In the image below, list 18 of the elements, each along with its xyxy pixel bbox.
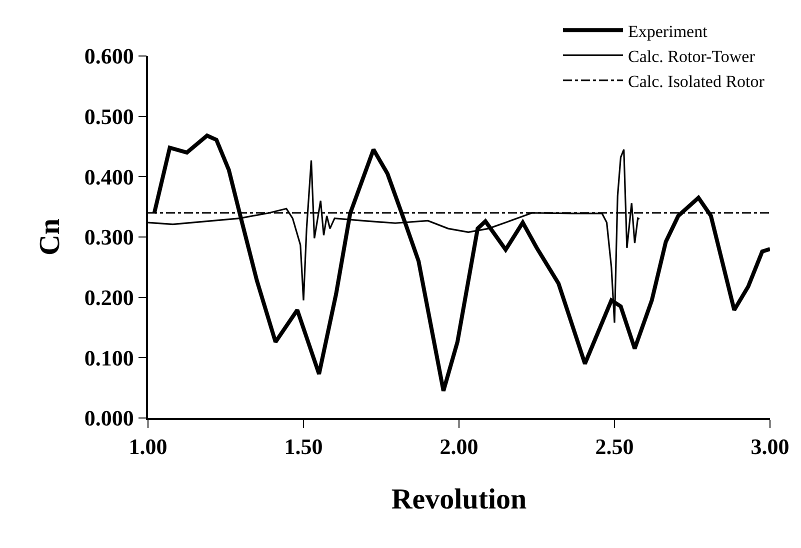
y-tick-label: 0.400 — [84, 164, 134, 190]
line-series — [152, 134, 770, 393]
x-tick-label: 3.00 — [750, 434, 790, 460]
y-tick-label: 0.000 — [84, 406, 134, 431]
x-tick-label: 2.00 — [440, 434, 478, 460]
x-axis-title: Revolution — [391, 483, 527, 516]
y-tick-label: 0.100 — [84, 345, 134, 370]
legend-label: Calc. Rotor-Tower — [628, 46, 756, 66]
y-tick-label: 0.500 — [84, 104, 134, 130]
x-tick-label: 1.00 — [128, 434, 168, 460]
legend-label: Calc. Isolated Rotor — [628, 72, 765, 91]
y-tick-label: 0.200 — [84, 285, 134, 310]
x-tick-label: 2.50 — [595, 434, 634, 460]
y-tick-label: 0.300 — [84, 224, 134, 250]
legend-label: Experiment — [628, 22, 708, 41]
x-tick-label: 1.50 — [284, 434, 323, 460]
y-tick-label: 0.600 — [84, 44, 134, 69]
y-axis-title: Cn — [34, 218, 66, 256]
